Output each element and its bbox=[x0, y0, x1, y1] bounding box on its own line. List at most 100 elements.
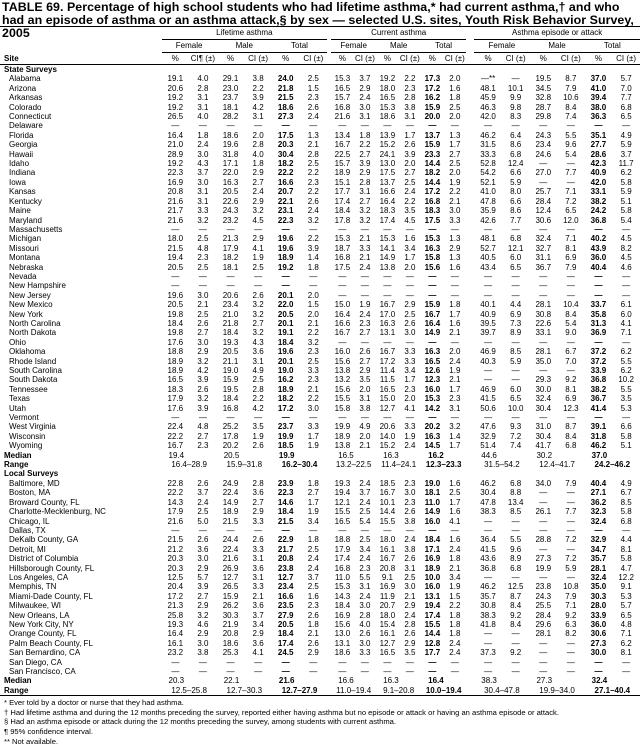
percent-value: 16.5 bbox=[379, 384, 396, 394]
percent-value: 39.7 bbox=[480, 328, 496, 338]
ci-value: — bbox=[622, 525, 631, 535]
ci-value: — bbox=[360, 525, 369, 535]
footnote: † Had lifetime asthma and during the 12 … bbox=[4, 707, 559, 717]
ci-value: 1.6 bbox=[449, 318, 461, 328]
ci-value: 2.1 bbox=[197, 300, 209, 310]
ci-value: 5.4 bbox=[565, 318, 577, 328]
ci-value: 8.3 bbox=[510, 112, 522, 122]
spacer bbox=[466, 573, 474, 582]
percent-value: 13.1 bbox=[379, 328, 396, 338]
ci-value: 5.5 bbox=[359, 572, 371, 582]
percent-value: 41.5 bbox=[480, 394, 496, 404]
site-name: Hillsborough County, FL bbox=[9, 563, 95, 573]
percent-value: — bbox=[281, 525, 290, 535]
ci-value: 6.7 bbox=[620, 488, 632, 498]
site-name: DeKalb County, GA bbox=[9, 535, 79, 545]
table-row: Nevada — — — — — — — — — — — — — — — — — — bbox=[0, 272, 640, 281]
spacer bbox=[466, 545, 474, 554]
percent-value: 15.5 bbox=[379, 516, 396, 526]
percent-value: — bbox=[484, 638, 493, 648]
ci-value: — bbox=[566, 488, 575, 498]
ci-value: — bbox=[405, 271, 414, 281]
ci-value: 2.8 bbox=[404, 619, 416, 629]
ci-value: 2.7 bbox=[252, 177, 264, 187]
percent-value: 16.3 bbox=[222, 177, 239, 187]
percent-value: — bbox=[539, 413, 548, 423]
percent-value: 17.4 bbox=[379, 215, 396, 225]
table-row: Kansas 20.8 3.1 20.5 2.4 20.7 2.2 17.7 3.1 16.6 2.… bbox=[0, 187, 640, 196]
ci-value: — bbox=[254, 121, 263, 131]
percent-value: 18.4 bbox=[424, 535, 441, 545]
table-row: Idaho 19.2 4.3 17.1 1.8 18.2 2.5 15.7 3.9 13.0 2.0… bbox=[0, 159, 640, 168]
ci-value: 2.9 bbox=[404, 638, 416, 648]
ci-value: 1.9 bbox=[404, 431, 416, 441]
percent-value: 38.2 bbox=[590, 196, 607, 206]
percent-value: 37.2 bbox=[590, 356, 607, 366]
percent-value: — bbox=[484, 290, 493, 300]
table-row: Nebraska 20.5 2.5 18.1 2.5 19.2 1.8 17.5 2.4 13.8… bbox=[0, 263, 640, 272]
percent-value: 15.6 bbox=[334, 619, 351, 629]
ci-value: — bbox=[566, 413, 575, 423]
range-value: 12.4–41.7 bbox=[539, 460, 575, 470]
percent-value: — bbox=[226, 271, 235, 281]
percent-value: 33.7 bbox=[590, 300, 607, 310]
percent-value: 15.3 bbox=[334, 234, 351, 244]
spacer bbox=[466, 187, 474, 196]
ci-value: 9.6 bbox=[510, 544, 522, 554]
ci-value: 2.7 bbox=[197, 591, 209, 601]
ci-value: 4.9 bbox=[252, 366, 264, 375]
ci-value: 1.6 bbox=[449, 507, 461, 517]
ci-value: 1.6 bbox=[404, 234, 416, 244]
table-row: San Diego, CA — — — — — — — — — — — — — — — — — — bbox=[0, 658, 640, 667]
ci-value: 6.8 bbox=[565, 441, 577, 451]
ci-value: 8.1 bbox=[565, 384, 577, 394]
ci-value: — bbox=[360, 271, 369, 281]
percent-value: 16.0 bbox=[424, 384, 441, 394]
ci-value: 4.8 bbox=[197, 422, 209, 432]
percent-value: — bbox=[484, 525, 493, 535]
ci-value: 2.4 bbox=[359, 478, 371, 488]
ci-value: 5.8 bbox=[620, 177, 632, 187]
ci-value: 2.0 bbox=[449, 347, 461, 357]
percent-value: 24.9 bbox=[222, 478, 239, 488]
percent-value: — bbox=[226, 525, 235, 535]
percent-value: 13.1 bbox=[424, 591, 441, 601]
ci-value: 3.3 bbox=[252, 544, 264, 554]
footnotes: * Ever told by a doctor or nurse that th… bbox=[0, 696, 640, 746]
percent-value: — bbox=[539, 516, 548, 526]
percent-value: 40.9 bbox=[480, 309, 496, 319]
spacer bbox=[466, 234, 474, 243]
percent-value: 48.1 bbox=[480, 234, 496, 244]
ci-value: 2.7 bbox=[359, 149, 371, 159]
table-row: New York 19.8 2.5 21.0 3.2 20.5 2.0 16.4 2.4 17.0… bbox=[0, 310, 640, 319]
site-name: South Dakota bbox=[9, 375, 58, 385]
percent-value: — bbox=[226, 667, 235, 676]
spacer bbox=[466, 140, 474, 149]
percent-value: 46.2 bbox=[590, 441, 607, 451]
ci-value: 2.5 bbox=[252, 375, 264, 385]
percent-value: 18.9 bbox=[334, 168, 351, 178]
percent-value: 18.9 bbox=[334, 431, 351, 441]
site-name: Idaho bbox=[9, 159, 30, 169]
ci-value: 7.2 bbox=[565, 554, 577, 564]
ci-value: 2.1 bbox=[307, 384, 319, 394]
ci-value: 8.6 bbox=[510, 140, 522, 150]
range-label: Range bbox=[0, 685, 162, 697]
percent-value: 15.3 bbox=[379, 234, 396, 244]
ci-value: 4.4 bbox=[510, 300, 522, 310]
ci-value: 4.0 bbox=[197, 112, 209, 122]
ci-value: 2.9 bbox=[359, 83, 371, 93]
percent-value: 28.4 bbox=[535, 196, 552, 206]
ci-value: 3.3 bbox=[404, 356, 416, 366]
site-name: Kansas bbox=[9, 187, 36, 197]
percent-value: 28.2 bbox=[222, 112, 239, 122]
ci-value: 2.3 bbox=[359, 563, 371, 573]
ci-value: 2.0 bbox=[449, 112, 461, 122]
ci-value: — bbox=[254, 667, 263, 676]
ci-value: 1.7 bbox=[404, 253, 416, 263]
ci-value: — bbox=[511, 638, 520, 648]
ci-value: 7.1 bbox=[620, 328, 632, 338]
percent-column-header: % bbox=[421, 52, 444, 65]
ci-value: 6.5 bbox=[565, 206, 577, 216]
range-value: 11.0–19.4 bbox=[331, 685, 377, 697]
